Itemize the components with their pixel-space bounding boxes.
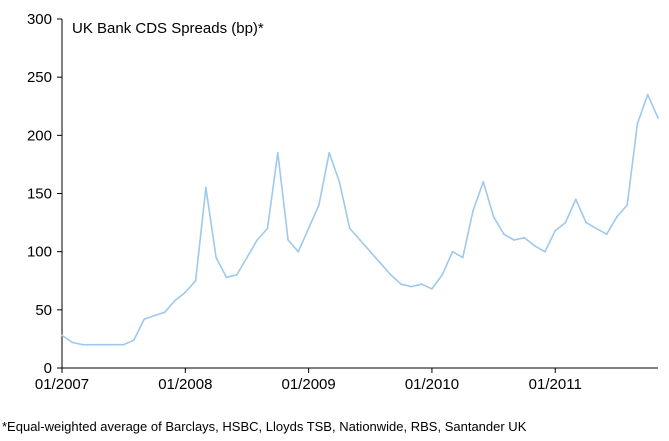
data-point — [276, 151, 279, 154]
data-point — [143, 318, 146, 320]
y-tick-label: 150 — [27, 186, 52, 203]
data-point — [153, 314, 156, 317]
data-point — [472, 210, 474, 212]
data-point — [225, 276, 228, 279]
data-point — [359, 239, 361, 241]
chart-title: UK Bank CDS Spreads (bp)* — [72, 20, 264, 37]
data-point — [133, 339, 135, 341]
data-point — [482, 181, 485, 183]
data-point — [657, 117, 659, 119]
data-point — [174, 299, 176, 302]
data-point — [91, 343, 94, 346]
data-point — [389, 274, 392, 276]
data-point — [616, 215, 618, 218]
data-point — [184, 291, 187, 294]
data-point — [81, 343, 84, 346]
data-point — [554, 229, 557, 232]
data-point — [205, 186, 207, 189]
y-tick-label: 200 — [27, 127, 52, 144]
x-tick-label: 01/2011 — [529, 376, 582, 393]
x-tick-label: 01/2008 — [158, 376, 212, 393]
y-tick-label: 300 — [27, 11, 52, 28]
data-point — [102, 343, 104, 346]
data-point — [533, 245, 536, 247]
data-point — [636, 122, 639, 125]
data-point — [112, 343, 115, 346]
data-point — [307, 227, 310, 230]
data-point — [194, 279, 197, 282]
data-point — [61, 334, 63, 337]
y-tick-label: 100 — [27, 244, 52, 261]
data-point — [246, 256, 248, 259]
series-line — [61, 93, 659, 346]
data-point — [287, 239, 289, 241]
data-point — [71, 341, 74, 344]
data-point — [318, 204, 320, 207]
data-point — [626, 204, 629, 207]
y-tick-label: 250 — [27, 69, 52, 86]
y-tick-label: 50 — [35, 302, 52, 319]
data-point — [122, 343, 125, 346]
data-point — [379, 262, 382, 265]
data-point — [451, 250, 454, 253]
plot-area — [61, 93, 659, 346]
data-point — [441, 274, 444, 276]
x-tick-label: 01/2010 — [405, 376, 459, 393]
data-point — [215, 256, 218, 259]
data-point — [338, 181, 341, 183]
data-point — [492, 215, 495, 218]
data-point — [585, 221, 587, 224]
data-point — [523, 236, 526, 239]
y-axis: 0 50 100 150 200 250 300 — [27, 11, 63, 377]
data-point — [410, 285, 413, 288]
data-point — [163, 311, 166, 314]
data-point — [328, 151, 331, 154]
data-point — [646, 93, 649, 96]
data-point — [544, 250, 546, 253]
data-point — [503, 233, 505, 236]
data-point — [431, 288, 433, 290]
data-point — [564, 221, 567, 224]
x-tick-label: 01/2009 — [282, 376, 336, 393]
data-point — [461, 256, 464, 259]
x-axis: 01/2007 01/2008 01/2009 01/2010 01/2011 — [35, 367, 658, 393]
data-point — [369, 250, 372, 253]
data-point — [605, 233, 608, 236]
data-point — [513, 239, 515, 241]
data-point — [574, 198, 577, 201]
data-point — [420, 283, 423, 286]
data-point — [235, 274, 238, 276]
chart-footnote: *Equal-weighted average of Barclays, HSB… — [2, 419, 527, 434]
y-tick-label: 0 — [44, 360, 52, 377]
data-point — [297, 250, 300, 253]
x-tick-label: 01/2007 — [35, 376, 89, 393]
data-point — [595, 227, 598, 230]
data-point — [400, 283, 402, 286]
data-point — [256, 239, 259, 241]
data-point — [266, 227, 269, 230]
data-point — [348, 227, 351, 230]
